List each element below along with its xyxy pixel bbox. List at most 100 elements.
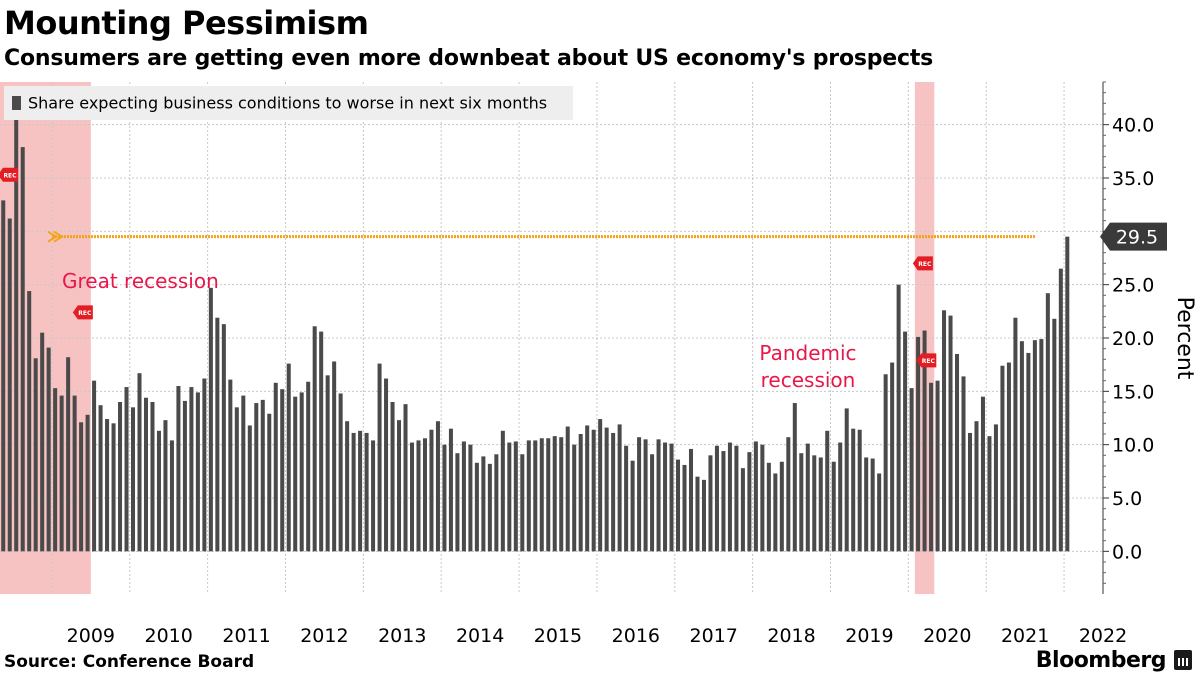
bar bbox=[98, 405, 103, 552]
bar bbox=[546, 438, 551, 552]
bar bbox=[293, 396, 298, 552]
bar bbox=[877, 473, 882, 552]
rec-marker-label: REC bbox=[918, 261, 932, 268]
bar bbox=[195, 392, 200, 552]
rec-marker-flag-icon bbox=[72, 305, 93, 320]
bar bbox=[909, 388, 914, 552]
legend-label: Share expecting business conditions to w… bbox=[28, 94, 547, 113]
bar bbox=[747, 452, 752, 552]
bar bbox=[896, 284, 901, 552]
bar bbox=[929, 382, 934, 552]
bar bbox=[273, 382, 278, 552]
bar bbox=[1058, 268, 1063, 552]
bar bbox=[118, 402, 123, 552]
bar bbox=[59, 395, 64, 552]
bar bbox=[916, 336, 921, 552]
y-tick-label: 25.0 bbox=[1112, 275, 1154, 297]
bar bbox=[377, 363, 382, 552]
bar bbox=[779, 461, 784, 552]
rec-marker-flag-icon bbox=[912, 256, 933, 271]
bar bbox=[507, 442, 512, 552]
bar bbox=[40, 332, 45, 552]
bar bbox=[993, 424, 998, 552]
bar bbox=[27, 291, 32, 552]
bar bbox=[857, 429, 862, 552]
x-tick-label: 2013 bbox=[378, 625, 426, 647]
bar bbox=[825, 430, 830, 552]
bar bbox=[851, 428, 856, 552]
bar bbox=[831, 461, 836, 552]
bar bbox=[137, 373, 142, 552]
legend-background bbox=[4, 86, 573, 120]
bar bbox=[455, 453, 460, 552]
bar bbox=[345, 421, 350, 552]
bar bbox=[202, 378, 207, 552]
rec-marker: REC bbox=[912, 256, 933, 271]
bar bbox=[1052, 318, 1057, 552]
bar bbox=[903, 331, 908, 552]
bar bbox=[169, 440, 174, 552]
bar bbox=[773, 473, 778, 552]
bar bbox=[364, 432, 369, 552]
bar bbox=[85, 414, 90, 552]
bar bbox=[124, 387, 129, 552]
bar bbox=[371, 440, 376, 552]
bar bbox=[617, 424, 622, 552]
bar bbox=[585, 425, 590, 552]
bar bbox=[526, 440, 531, 552]
bar bbox=[260, 399, 265, 552]
bar bbox=[422, 438, 427, 552]
bar bbox=[520, 454, 525, 552]
bar bbox=[552, 436, 557, 552]
bar bbox=[1006, 362, 1011, 552]
bar bbox=[656, 439, 661, 552]
bar bbox=[72, 395, 77, 552]
bar bbox=[306, 381, 311, 552]
bar bbox=[980, 396, 985, 552]
bar bbox=[1032, 340, 1037, 552]
bar bbox=[967, 432, 973, 552]
bar bbox=[338, 393, 343, 552]
bar bbox=[870, 458, 875, 552]
rec-marker-flag-icon bbox=[0, 167, 18, 182]
bar bbox=[883, 374, 888, 552]
bar bbox=[669, 443, 674, 552]
bar bbox=[682, 464, 687, 552]
x-tick-label: 2017 bbox=[690, 625, 738, 647]
bar bbox=[228, 379, 233, 552]
x-tick-label: 2011 bbox=[222, 625, 270, 647]
bar bbox=[650, 454, 655, 552]
bar bbox=[643, 439, 648, 552]
rec-marker: REC bbox=[916, 353, 937, 368]
bar bbox=[740, 468, 745, 552]
bar bbox=[565, 426, 570, 552]
bar bbox=[79, 422, 84, 552]
reference-line-arrow-icon bbox=[47, 230, 64, 243]
bar bbox=[864, 457, 869, 552]
bar bbox=[1045, 293, 1050, 552]
bar bbox=[53, 388, 58, 552]
y-axis-title: Percent bbox=[1172, 297, 1197, 380]
bar bbox=[130, 407, 136, 552]
bar bbox=[890, 362, 895, 552]
rec-marker-label: REC bbox=[922, 358, 936, 365]
bar bbox=[500, 430, 505, 552]
bar bbox=[533, 440, 538, 552]
bar bbox=[111, 423, 116, 552]
bar bbox=[818, 457, 823, 552]
bar bbox=[955, 354, 960, 552]
bar bbox=[812, 455, 817, 552]
bar bbox=[397, 420, 402, 552]
bar bbox=[384, 378, 389, 552]
bar bbox=[66, 357, 71, 552]
bar bbox=[961, 376, 966, 552]
bar bbox=[312, 326, 317, 552]
bar bbox=[409, 442, 415, 552]
annotation-line: recession bbox=[761, 368, 856, 392]
bar bbox=[539, 438, 544, 552]
bar bbox=[267, 413, 272, 552]
last-value-badge: 29.5 bbox=[1100, 222, 1167, 251]
bar bbox=[974, 421, 979, 552]
bar bbox=[922, 330, 927, 552]
